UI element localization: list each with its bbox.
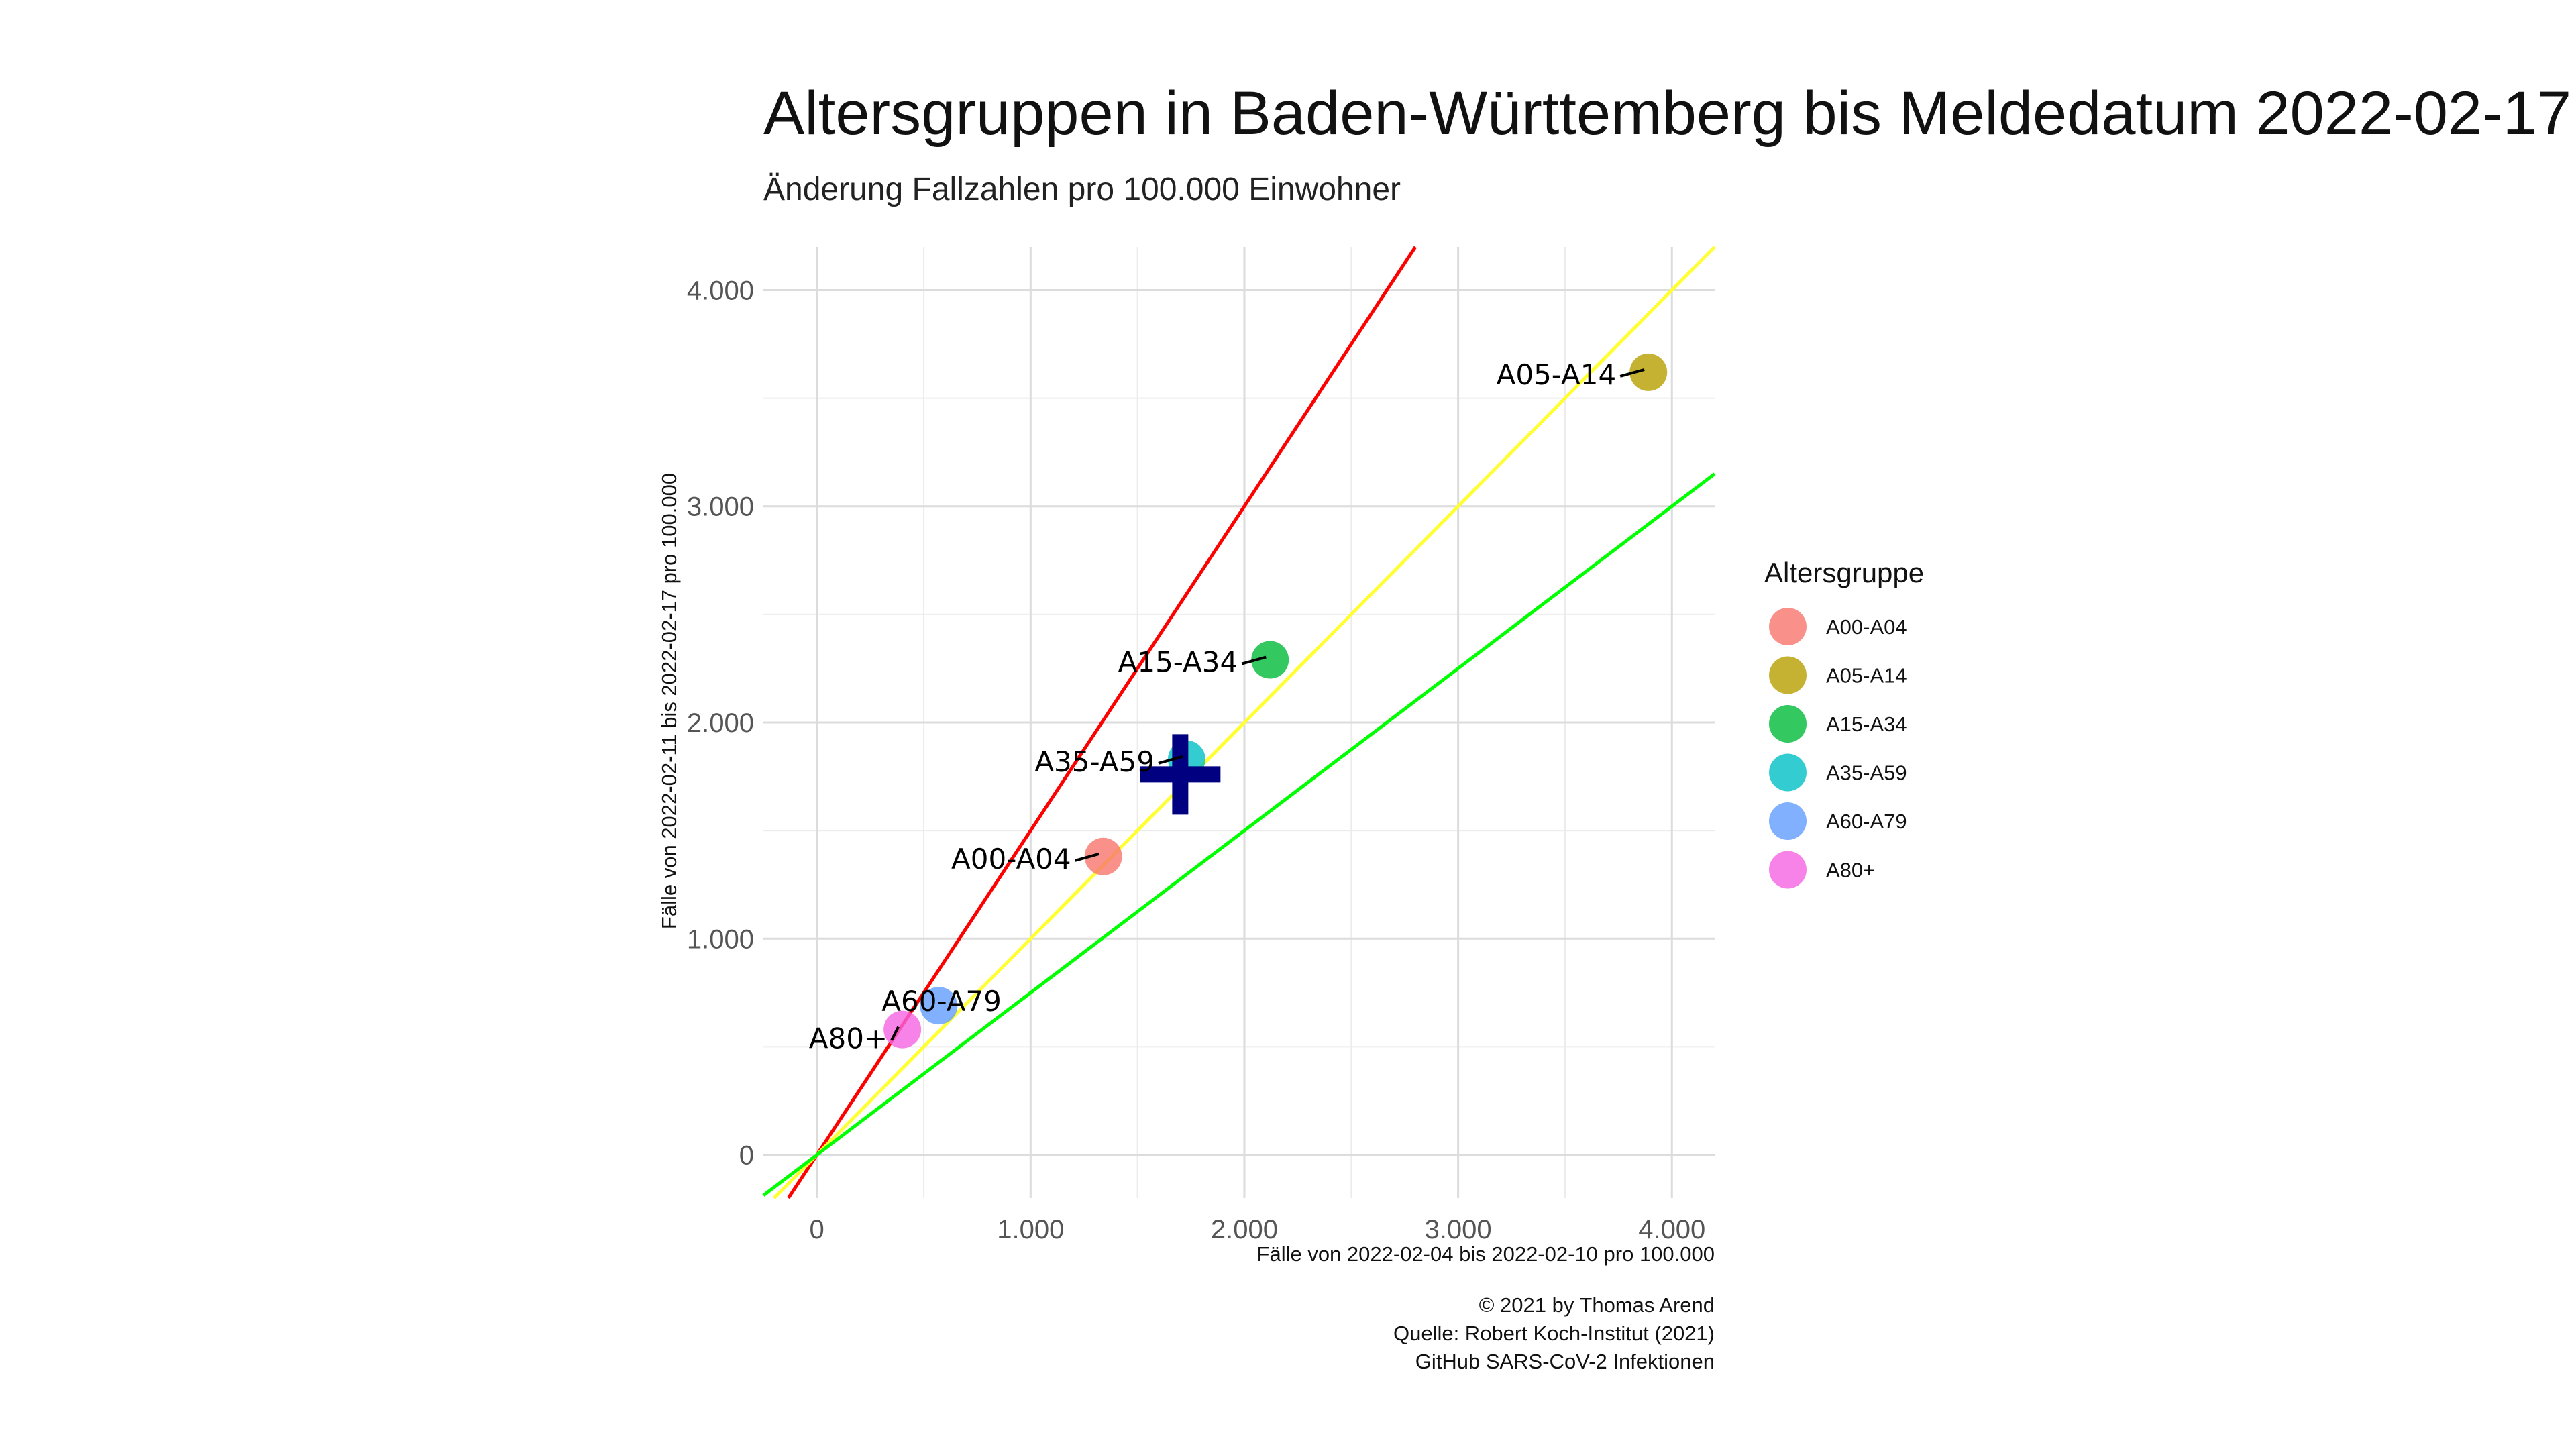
label-leader [1075, 852, 1100, 862]
reference-line [773, 246, 1716, 1199]
data-point [1251, 641, 1289, 679]
legend-label: A60-A79 [1826, 810, 1907, 833]
legend-key [1769, 608, 1807, 645]
y-tick-label: 2.000 [687, 708, 754, 738]
tick-labels: 0 1.000 2.000 3.000 4.000 0 1.000 2.000 3.000 4.0… [687, 276, 1705, 1244]
grid [763, 247, 1715, 1198]
legend-label: A05-A14 [1826, 664, 1907, 688]
legend-key [1769, 851, 1807, 889]
point-label: A60-A79 [881, 985, 1002, 1018]
point-labels: A00-A04 A05-A14 A15-A34 A35-A59 A60-A79 A80+ [809, 358, 1645, 1055]
point-label: A35-A59 [1034, 745, 1155, 778]
legend-title: Altersgruppe [1764, 557, 1924, 588]
y-tick-label: 1.000 [687, 924, 754, 954]
label-leader [1619, 368, 1645, 378]
legend-key [1769, 656, 1807, 694]
label-leader [890, 1026, 900, 1041]
legend-key [1769, 705, 1807, 743]
x-tick-label: 3.000 [1425, 1215, 1492, 1244]
caption-copyright: © 2021 by Thomas Arend [1479, 1293, 1715, 1317]
chart-subtitle: Änderung Fallzahlen pro 100.000 Einwohne… [763, 172, 1401, 207]
x-axis-title: Fälle von 2022-02-04 bis 2022-02-10 pro … [1257, 1242, 1715, 1266]
chart-title: Altersgruppen in Baden-Württemberg bis M… [763, 79, 2571, 148]
legend-label: A35-A59 [1826, 761, 1907, 785]
legend-label: A15-A34 [1826, 712, 1907, 736]
point-label: A80+ [809, 1022, 888, 1055]
y-tick-label: 4.000 [687, 276, 754, 305]
y-axis-title: Fälle von 2022-02-11 bis 2022-02-17 pro … [657, 473, 681, 929]
data-point [1629, 353, 1668, 391]
data-point [1084, 837, 1122, 875]
mean-marker [1140, 734, 1221, 815]
point-label: A05-A14 [1497, 358, 1617, 391]
x-tick-label: 0 [810, 1215, 824, 1244]
legend-label: A80+ [1826, 859, 1875, 882]
x-tick-label: 2.000 [1211, 1215, 1278, 1244]
label-leader [1158, 755, 1183, 765]
point-label: A00-A04 [951, 843, 1071, 875]
legend: A00-A04 A05-A14 A15-A34 A35-A59 A60-A79 A80+ [1769, 608, 1907, 889]
caption-github: GitHub SARS-CoV-2 Infektionen [1415, 1350, 1715, 1373]
point-label: A15-A34 [1118, 646, 1238, 679]
x-tick-label: 1.000 [997, 1215, 1064, 1244]
reference-line [762, 472, 1716, 1197]
y-tick-label: 0 [739, 1141, 754, 1171]
legend-key [1769, 753, 1807, 792]
data-point [920, 987, 958, 1025]
legend-key [1769, 802, 1807, 840]
legend-label: A00-A04 [1826, 615, 1907, 639]
y-tick-label: 3.000 [687, 492, 754, 522]
caption-source: Quelle: Robert Koch-Institut (2021) [1393, 1322, 1715, 1345]
label-leader [1241, 655, 1267, 665]
x-tick-label: 4.000 [1638, 1215, 1705, 1244]
